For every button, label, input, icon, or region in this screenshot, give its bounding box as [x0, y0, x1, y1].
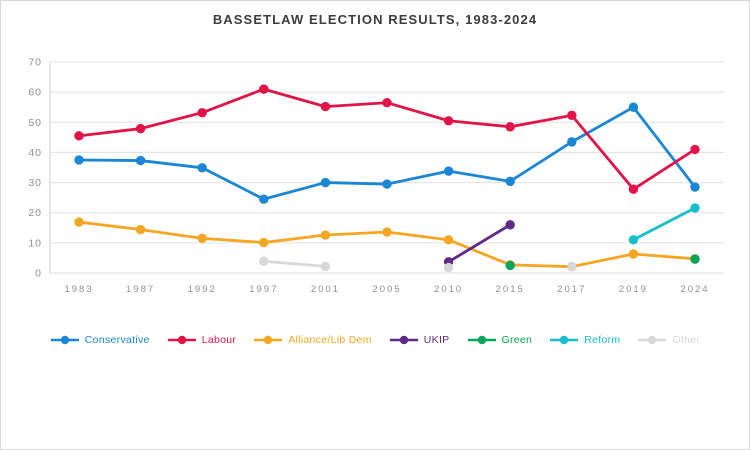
- data-point-conservative-2010: [443, 166, 454, 176]
- legend-item-other[interactable]: Other: [637, 334, 700, 346]
- data-point-alliance-lib-dem-2010: [443, 235, 454, 245]
- data-point-labour-2019: [628, 184, 639, 194]
- data-point-green-2015: [505, 260, 515, 271]
- data-point-labour-1992: [197, 107, 207, 118]
- legend-item-alliance-lib-dem[interactable]: Alliance/Lib Dem: [253, 334, 372, 346]
- legend-item-ukip[interactable]: UKIP: [389, 334, 450, 346]
- data-point-labour-2005: [382, 97, 392, 108]
- legend-marker-green-icon: [467, 335, 496, 345]
- legend-label-labour: Labour: [201, 334, 237, 346]
- data-point-labour-1987: [135, 123, 146, 134]
- data-point-conservative-1997: [259, 194, 269, 204]
- data-point-conservative-1987: [135, 155, 146, 166]
- y-tick-label: 50: [28, 117, 42, 129]
- data-point-other-2017: [567, 261, 577, 272]
- data-point-labour-2015: [505, 122, 515, 132]
- legend-label-ukip: UKIP: [423, 334, 450, 346]
- data-point-labour-2001: [320, 101, 331, 112]
- x-tick-label: 2015: [496, 284, 525, 295]
- data-point-other-2001: [320, 261, 331, 272]
- chart-title: BASSETLAW ELECTION RESULTS, 1983-2024: [212, 12, 538, 27]
- x-tick-label: 1997: [249, 284, 278, 295]
- legend-label-other: Other: [672, 334, 701, 346]
- legend-item-green[interactable]: Green: [467, 334, 533, 346]
- y-tick-label: 0: [35, 268, 42, 280]
- data-point-labour-2010: [443, 116, 454, 126]
- legend-label-alliance-lib-dem: Alliance/Lib Dem: [288, 334, 372, 346]
- y-tick-label: 30: [28, 177, 42, 189]
- data-point-labour-2024: [690, 144, 700, 155]
- series-line-other: [262, 259, 327, 268]
- data-point-labour-1997: [259, 84, 269, 94]
- data-point-other-1997: [259, 256, 269, 266]
- series-line-ukip: [447, 223, 512, 264]
- data-point-conservative-2015: [505, 176, 515, 187]
- data-point-conservative-2001: [320, 177, 331, 188]
- data-point-alliance-lib-dem-1992: [197, 233, 207, 244]
- legend-marker-alliance-lib-dem-icon: [254, 335, 283, 345]
- x-tick-label: 1987: [126, 284, 155, 295]
- y-tick-label: 70: [28, 57, 42, 69]
- legend-item-reform[interactable]: Reform: [549, 334, 620, 346]
- y-tick-label: 60: [28, 87, 42, 99]
- legend-marker-conservative-icon: [50, 335, 79, 345]
- data-point-green-2024: [690, 254, 700, 264]
- legend-marker-labour-icon: [167, 335, 196, 345]
- data-point-alliance-lib-dem-2019: [628, 249, 639, 259]
- x-tick-label: 2001: [311, 284, 340, 295]
- data-point-alliance-lib-dem-2001: [320, 230, 331, 240]
- x-tick-label: 2005: [372, 284, 401, 295]
- legend-label-green: Green: [501, 334, 533, 346]
- legend-item-labour[interactable]: Labour: [167, 334, 237, 346]
- x-tick-label: 2024: [680, 284, 709, 295]
- x-tick-label: 2010: [434, 284, 463, 295]
- x-tick-label: 1992: [188, 284, 217, 295]
- data-point-other-2010: [443, 262, 454, 273]
- series-line-reform: [632, 206, 697, 242]
- legend-label-reform: Reform: [584, 334, 621, 346]
- data-point-reform-2024: [690, 203, 700, 213]
- data-point-alliance-lib-dem-1997: [259, 237, 269, 248]
- data-point-conservative-2005: [382, 179, 392, 189]
- data-point-alliance-lib-dem-2005: [382, 227, 392, 237]
- data-point-conservative-2017: [567, 137, 577, 147]
- y-tick-label: 40: [28, 147, 42, 159]
- legend-label-conservative: Conservative: [84, 334, 150, 346]
- y-tick-label: 10: [28, 237, 42, 249]
- data-point-reform-2019: [628, 235, 639, 245]
- legend-item-conservative[interactable]: Conservative: [50, 334, 150, 346]
- legend-marker-ukip-icon: [389, 335, 418, 345]
- data-point-alliance-lib-dem-1983: [74, 217, 84, 227]
- data-point-labour-2017: [567, 110, 577, 121]
- data-point-ukip-2015: [505, 220, 515, 230]
- x-tick-label: 2017: [557, 284, 586, 295]
- data-point-conservative-2019: [628, 102, 639, 112]
- y-tick-label: 20: [28, 207, 42, 219]
- legend: Conservative Labour Alliance/Lib Dem UKIP Gr…: [1, 334, 749, 346]
- data-point-conservative-2024: [690, 182, 700, 192]
- x-tick-label: 2019: [619, 284, 648, 295]
- x-tick-label: 1983: [64, 284, 93, 295]
- data-point-conservative-1983: [74, 155, 84, 165]
- data-point-conservative-1992: [197, 163, 207, 173]
- legend-marker-reform-icon: [550, 335, 579, 345]
- data-point-alliance-lib-dem-1987: [135, 224, 146, 235]
- data-point-labour-1983: [74, 131, 84, 141]
- legend-marker-other-icon: [638, 335, 667, 345]
